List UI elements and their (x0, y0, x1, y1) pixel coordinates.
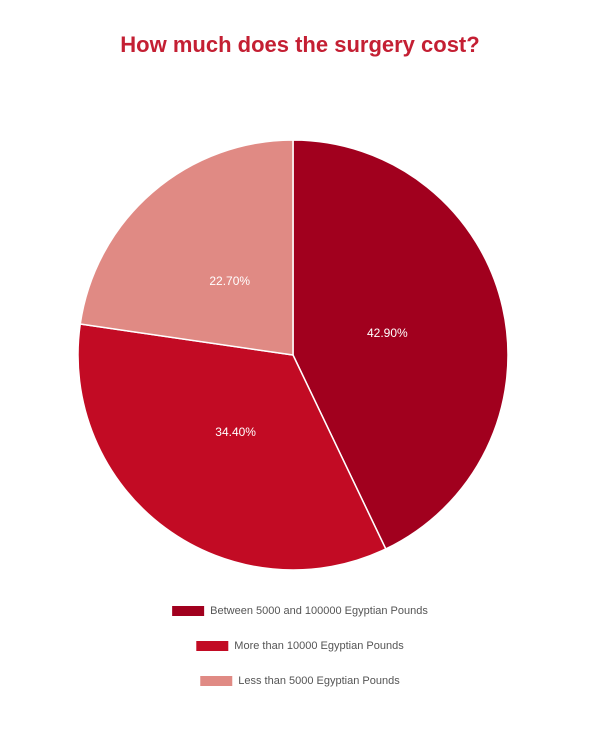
pie-slice (77, 323, 387, 571)
legend-label: More than 10000 Egyptian Pounds (234, 640, 404, 652)
slice-label: 42.90% (367, 326, 408, 340)
slice-label: 22.70% (209, 274, 250, 288)
pie-slice (292, 139, 509, 550)
legend-swatch (200, 676, 233, 686)
legend-swatch (196, 641, 229, 651)
slice-label: 34.40% (215, 425, 256, 439)
chart-title: How much does the surgery cost? (120, 32, 479, 57)
pie-slice (79, 139, 294, 356)
legend-swatch (172, 606, 205, 616)
legend-label: Between 5000 and 100000 Egyptian Pounds (210, 605, 428, 617)
legend-label: Less than 5000 Egyptian Pounds (238, 675, 400, 687)
